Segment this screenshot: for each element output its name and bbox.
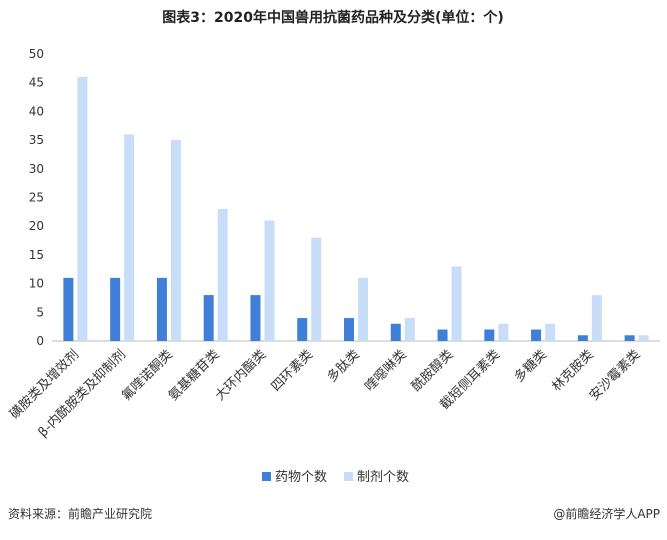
source: 资料来源：前瞻产业研究院 bbox=[8, 506, 152, 521]
x-tick-label: 安沙霉素类 bbox=[587, 347, 644, 404]
y-tick-label: 25 bbox=[29, 191, 44, 205]
bar bbox=[217, 208, 228, 341]
bar bbox=[156, 277, 167, 341]
x-tick-label: 喹噁啉类 bbox=[362, 347, 409, 394]
legend-swatch bbox=[262, 472, 271, 481]
bar bbox=[311, 237, 322, 341]
y-tick-label: 35 bbox=[29, 133, 44, 147]
y-tick-label: 40 bbox=[29, 104, 44, 118]
y-tick-label: 20 bbox=[29, 219, 44, 233]
bar bbox=[531, 329, 542, 341]
bar bbox=[264, 220, 275, 341]
bar bbox=[390, 323, 401, 341]
bar bbox=[63, 277, 74, 341]
legend-swatch bbox=[344, 472, 353, 481]
y-tick-label: 5 bbox=[36, 305, 44, 319]
x-tick-label: 大环内酯类 bbox=[212, 347, 269, 404]
bar bbox=[344, 318, 354, 341]
y-tick-label: 45 bbox=[29, 76, 44, 90]
y-tick-label: 30 bbox=[29, 162, 44, 176]
bar bbox=[545, 323, 556, 341]
legend-label: 药物个数 bbox=[275, 470, 327, 485]
bar bbox=[498, 323, 509, 341]
credit: @前瞻经济学人APP bbox=[553, 506, 660, 521]
y-tick-label: 0 bbox=[36, 334, 44, 348]
bar bbox=[77, 76, 88, 342]
y-tick-label: 15 bbox=[29, 248, 44, 262]
bar bbox=[297, 318, 308, 341]
bar bbox=[203, 295, 214, 341]
bar bbox=[484, 329, 495, 341]
legend-label: 制剂个数 bbox=[357, 470, 409, 485]
chart-title: 图表3：2020年中国兽用抗菌药品种及分类(单位：个) bbox=[162, 9, 504, 26]
bar bbox=[170, 140, 181, 341]
bar bbox=[451, 266, 462, 341]
x-tick-label: 四环素类 bbox=[269, 347, 316, 394]
x-tick-label: 酰胺醇类 bbox=[408, 347, 456, 395]
bar bbox=[638, 335, 649, 341]
x-tick-label: 林克胺类 bbox=[549, 347, 596, 394]
x-tick-label: 多糖类 bbox=[511, 347, 550, 386]
bar bbox=[437, 329, 448, 341]
y-tick-label: 50 bbox=[29, 47, 44, 61]
x-tick-label: 多肽类 bbox=[324, 347, 363, 386]
bar bbox=[404, 318, 415, 341]
bar bbox=[124, 134, 135, 341]
y-tick-label: 10 bbox=[29, 277, 44, 291]
bar bbox=[624, 335, 635, 341]
bar bbox=[250, 295, 261, 341]
bar bbox=[577, 335, 588, 341]
bar bbox=[358, 277, 368, 341]
bar bbox=[591, 295, 602, 341]
bar bbox=[110, 277, 121, 341]
x-tick-label: β-内酰胺类及抑制剂 bbox=[35, 347, 129, 441]
